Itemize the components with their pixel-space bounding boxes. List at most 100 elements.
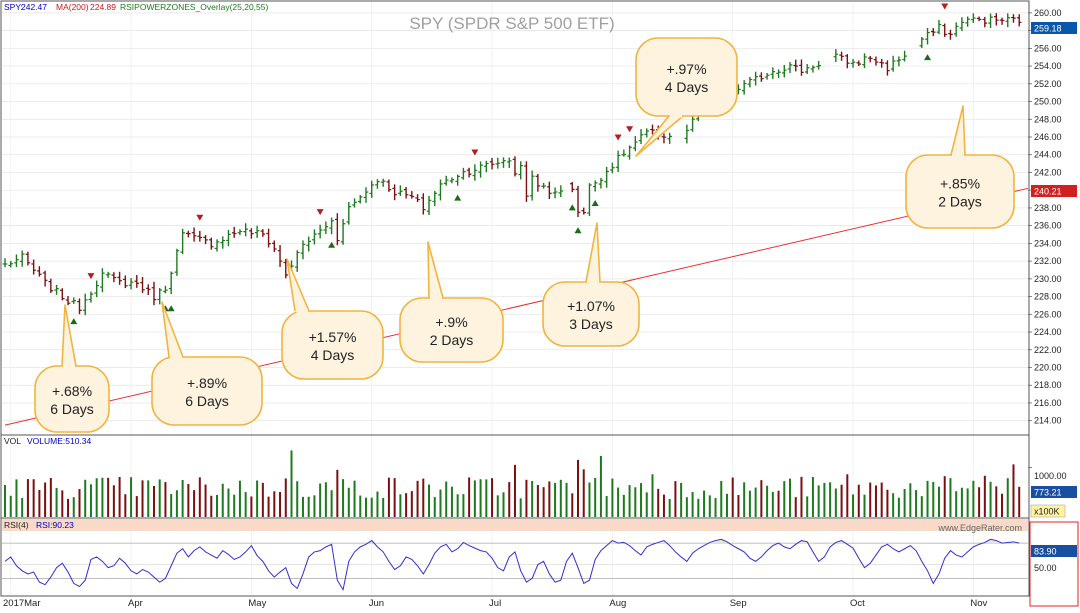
volume-bar (307, 496, 310, 517)
volume-bar (829, 482, 832, 517)
volume-bar (496, 495, 499, 517)
volume-bar (382, 497, 385, 517)
volume-bar (588, 482, 591, 517)
volume-bar (187, 483, 190, 517)
volume-bar (261, 482, 264, 517)
volume-bar (806, 496, 809, 517)
rsi-ref-label: 50.00 (1034, 563, 1057, 573)
volume-bar (416, 480, 419, 517)
price-tick-label: 234.00 (1034, 238, 1062, 248)
volume-bar (462, 494, 465, 517)
volume-bar (468, 477, 471, 517)
volume-bar (124, 494, 127, 517)
volume-bar (227, 488, 230, 517)
volume-bar (210, 495, 213, 517)
volume-bar (193, 490, 196, 517)
buy-signal-marker (574, 227, 582, 234)
volume-bar (657, 488, 660, 517)
volume-bar (983, 475, 986, 517)
volume-bar (531, 480, 534, 517)
volume-bar (811, 477, 814, 517)
volume-scale-label: 1000.00 (1034, 471, 1067, 481)
callout-days-label: 3 Days (569, 316, 613, 332)
volume-bar (491, 478, 494, 517)
spy-label: SPY: (4, 2, 23, 12)
price-tick-label: 230.00 (1034, 274, 1062, 284)
x-tick-label: Nov (970, 598, 987, 608)
callout-gain-label: +.97% (666, 61, 706, 77)
rsi-line (4, 538, 1020, 592)
x-tick-label: May (248, 598, 266, 608)
callout-4: +.9% 2 Days (399, 241, 504, 363)
callout-7: +.85% 2 Days (905, 105, 1015, 229)
volume-bar (55, 487, 58, 517)
volume-bar (95, 478, 98, 517)
rsi-last-badge (1031, 545, 1077, 557)
rsi-label: RSI(4) (4, 520, 29, 530)
volume-bar (216, 494, 219, 517)
volume-bar (508, 482, 511, 517)
volume-bar (313, 495, 316, 517)
volume-bar (651, 474, 654, 517)
volume-bar (834, 488, 837, 517)
x-tick-label: 2017Mar (3, 598, 41, 608)
volume-bar (342, 479, 345, 517)
volume-bar (628, 485, 631, 517)
callout-2: +.89% 6 Days (151, 301, 263, 426)
volume-bar (571, 493, 574, 517)
price-tick-label: 244.00 (1034, 150, 1062, 160)
callout-days-label: 6 Days (50, 401, 94, 417)
x-tick-label: Apr (128, 598, 143, 608)
volume-bar (743, 482, 746, 517)
volume-bar (49, 477, 52, 517)
callout-pointer (585, 222, 601, 283)
ma-last-value: 240.21 (1034, 187, 1062, 197)
volume-bar (336, 469, 339, 517)
volume-bar (943, 476, 946, 517)
volume-bar (279, 491, 282, 517)
volume-bar (760, 480, 763, 517)
volume-bar (267, 496, 270, 517)
volume-bar (582, 469, 585, 517)
volume-bar (72, 497, 75, 517)
volume-bar (766, 485, 769, 517)
volume-unit-badge (1030, 504, 1066, 518)
volume-bar (141, 480, 144, 517)
callout-gain-label: +.68% (52, 383, 92, 399)
volume-bar (645, 492, 648, 517)
volume-bar (594, 477, 597, 517)
volume-bar (932, 481, 935, 517)
callout-pointer (61, 304, 77, 367)
volume-bar (1001, 493, 1004, 517)
volume-bar (422, 478, 425, 517)
volume-bar (359, 495, 362, 517)
price-tick-label: 226.00 (1034, 309, 1062, 319)
volume-bar (78, 489, 81, 517)
volume-bar (519, 498, 522, 517)
volume-bar (244, 492, 247, 517)
volume-bar (955, 491, 958, 517)
x-tick-label: Jul (489, 598, 501, 608)
price-tick-label: 224.00 (1034, 327, 1062, 337)
callout-5: +1.07% 3 Days (542, 222, 640, 347)
callout-days-label: 6 Days (185, 393, 229, 409)
volume-bar (147, 480, 150, 517)
callout-gain-label: +.9% (435, 314, 467, 330)
volume-bar (250, 496, 253, 517)
sell-signal-marker (87, 273, 95, 280)
volume-bar (433, 497, 436, 517)
callout-days-label: 4 Days (311, 347, 355, 363)
sell-signal-marker (941, 3, 949, 10)
rsi-band (2, 519, 1028, 531)
volume-bar (949, 478, 952, 517)
volume-bar (296, 481, 299, 517)
volume-bar (708, 495, 711, 517)
volume-bar (989, 481, 992, 517)
buy-signal-marker (591, 199, 599, 206)
volume-bar (181, 480, 184, 517)
volume-bar (995, 486, 998, 517)
volume-bar (542, 487, 545, 517)
callout-bubble (281, 310, 384, 380)
volume-bar (789, 478, 792, 517)
volume-bar (783, 481, 786, 517)
